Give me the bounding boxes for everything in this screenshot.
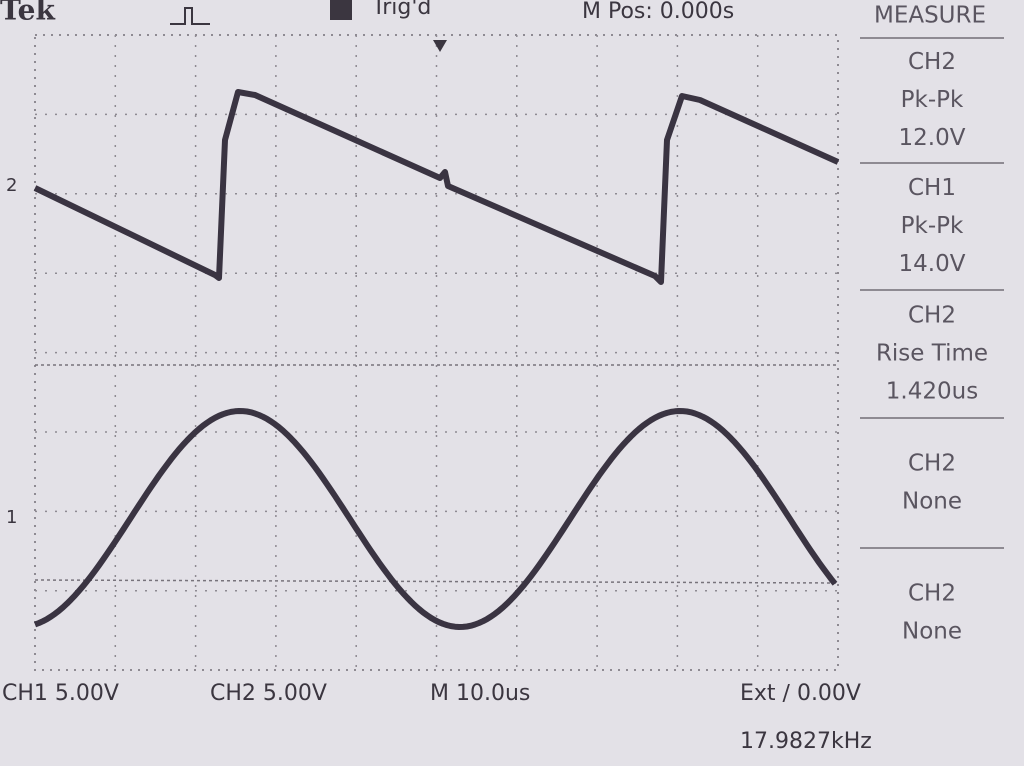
acquisition-icon [170, 7, 210, 25]
measure-slot[interactable]: CH1 Pk-Pk 14.0V [899, 175, 966, 277]
measure-slot[interactable]: CH2 Rise Time 1.420us [876, 303, 988, 405]
graticule [35, 35, 838, 670]
ch2-marker: 2 [6, 175, 17, 196]
timebase: M 10.0us [430, 681, 530, 706]
measure-value: 14.0V [899, 251, 966, 277]
measure-menu: MEASURE CH2 Pk-Pk 12.0V CH1 Pk-Pk 14.0V CH2 Ris… [860, 3, 1004, 645]
ch2-waveform [33, 89, 840, 285]
trigger-frequency: 17.9827kHz [740, 729, 872, 754]
brand: Tek [0, 0, 55, 27]
measure-value: 12.0V [899, 125, 966, 151]
measure-slot[interactable]: CH2 Pk-Pk 12.0V [899, 49, 966, 151]
measure-type: Pk-Pk [901, 213, 964, 239]
trigger-setting: Ext ∕ 0.00V [740, 681, 861, 706]
measure-channel: CH2 [908, 303, 956, 329]
ch1-marker: 1 [6, 507, 17, 528]
trigger-position-arrow [433, 40, 447, 52]
menu-title: MEASURE [874, 3, 986, 29]
horizontal-position: M Pos: 0.000s [582, 0, 734, 24]
ch2-scale: CH2 5.00V [210, 681, 327, 706]
ch1-waveform [33, 408, 838, 630]
ch1-reference [34, 579, 839, 584]
measure-value: 1.420us [886, 379, 978, 405]
measure-type: None [902, 489, 962, 515]
measure-channel: CH2 [908, 451, 956, 477]
measure-type: Rise Time [876, 341, 988, 367]
graticule-border [34, 34, 839, 671]
ch1-scale: CH1 5.00V [2, 681, 119, 706]
trigger-icon [330, 0, 352, 20]
measure-type: None [902, 619, 962, 645]
measure-channel: CH2 [908, 581, 956, 607]
measure-slot[interactable]: CH2 None [902, 451, 962, 515]
trigger-status: Trig'd [371, 0, 431, 20]
measure-channel: CH1 [908, 175, 956, 201]
measure-type: Pk-Pk [901, 87, 964, 113]
measure-slot[interactable]: CH2 None [902, 581, 962, 645]
measure-channel: CH2 [908, 49, 956, 75]
